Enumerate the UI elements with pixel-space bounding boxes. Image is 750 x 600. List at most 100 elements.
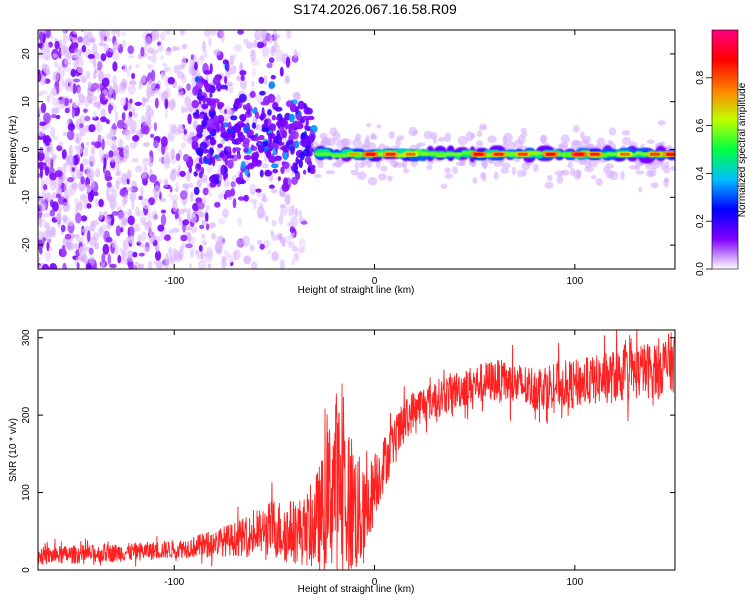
band-halo: [608, 127, 617, 136]
noise-blob: [153, 260, 159, 265]
band-halo: [657, 120, 666, 126]
noise-blob: [179, 170, 186, 177]
band-halo: [640, 143, 645, 149]
noise-blob: [239, 78, 248, 90]
noise-blob: [51, 191, 57, 200]
noise-blob: [189, 182, 193, 189]
noise-blob: [175, 153, 181, 162]
noise-blob: [101, 77, 110, 88]
noise-blob: [115, 170, 121, 177]
band-halo: [501, 162, 511, 169]
noise-blob: [40, 102, 47, 114]
cluster-blob: [221, 131, 228, 139]
noise-blob: [181, 105, 186, 114]
noise-blob: [143, 164, 148, 173]
noise-blob: [271, 234, 279, 241]
noise-blob: [49, 263, 58, 269]
cluster-blob: [268, 184, 275, 189]
noise-blob: [285, 56, 291, 68]
band-halo: [506, 141, 516, 151]
noise-blob: [180, 30, 185, 36]
noise-blob: [38, 31, 44, 42]
band-halo: [595, 177, 603, 187]
band-halo: [394, 162, 405, 168]
noise-blob: [177, 64, 185, 70]
noise-blob: [67, 219, 74, 226]
noise-blob: [175, 181, 179, 189]
noise-blob: [38, 108, 41, 116]
cluster-blob: [255, 111, 260, 120]
cluster-blob: [253, 136, 260, 142]
noise-blob: [75, 202, 79, 213]
noise-blob: [52, 53, 58, 59]
noise-blob: [81, 158, 89, 166]
noise-blob: [300, 220, 308, 225]
noise-blob: [50, 114, 57, 119]
noise-blob: [136, 210, 145, 217]
noise-blob: [39, 146, 44, 154]
cluster-blob: [209, 92, 213, 98]
noise-blob: [150, 133, 155, 138]
band-halo: [493, 171, 499, 181]
noise-blob: [115, 111, 119, 123]
cluster-blob: [271, 133, 276, 140]
noise-blob: [61, 95, 65, 107]
noise-blob: [208, 222, 216, 229]
noise-blob: [170, 124, 177, 134]
noise-blob: [105, 236, 113, 243]
band-hotspot: [650, 152, 660, 156]
cluster-blob: [302, 169, 307, 175]
noise-blob: [250, 49, 256, 62]
cluster-blob: [288, 113, 295, 123]
cluster-blob: [238, 131, 244, 137]
snr-x-label: Height of straight line (km): [298, 584, 415, 595]
cluster-blob: [222, 59, 229, 65]
noise-blob: [145, 36, 153, 47]
cluster-blob: [246, 163, 255, 170]
noise-blob: [217, 217, 226, 225]
cluster-blob: [238, 93, 247, 103]
cluster-blob: [271, 114, 276, 121]
noise-blob: [153, 122, 157, 132]
noise-blob: [270, 230, 274, 236]
band-halo: [635, 170, 645, 175]
noise-blob: [88, 155, 96, 167]
cluster-blob: [237, 153, 242, 160]
cluster-blob: [274, 135, 283, 144]
cluster-blob: [275, 121, 280, 127]
noise-blob: [100, 116, 107, 123]
noise-blob: [148, 197, 155, 206]
noise-blob: [64, 57, 72, 66]
noise-blob: [204, 50, 208, 58]
noise-blob: [163, 161, 170, 170]
noise-blob: [284, 75, 290, 84]
cluster-blob: [196, 124, 203, 134]
noise-blob: [116, 30, 121, 38]
noise-blob: [63, 30, 66, 38]
noise-blob: [45, 30, 51, 39]
noise-blob: [41, 191, 45, 202]
noise-blob: [64, 51, 72, 59]
noise-blob: [63, 46, 69, 54]
noise-blob: [90, 189, 95, 201]
noise-blob: [74, 198, 79, 204]
noise-blob: [99, 92, 106, 102]
noise-blob: [128, 111, 133, 118]
noise-blob: [90, 178, 96, 189]
noise-blob: [293, 49, 298, 58]
cluster-blob: [209, 176, 215, 182]
band-halo: [665, 161, 670, 169]
noise-blob: [196, 179, 203, 188]
band-halo: [321, 136, 328, 147]
noise-blob: [39, 121, 46, 127]
noise-blob: [39, 201, 47, 212]
noise-blob: [86, 203, 92, 209]
noise-blob: [100, 53, 107, 62]
noise-blob: [77, 66, 85, 74]
noise-blob: [86, 168, 95, 180]
noise-blob: [62, 262, 67, 269]
noise-blob: [200, 174, 208, 184]
noise-blob: [279, 207, 285, 217]
noise-blob: [101, 252, 106, 263]
cluster-blob: [267, 109, 272, 116]
